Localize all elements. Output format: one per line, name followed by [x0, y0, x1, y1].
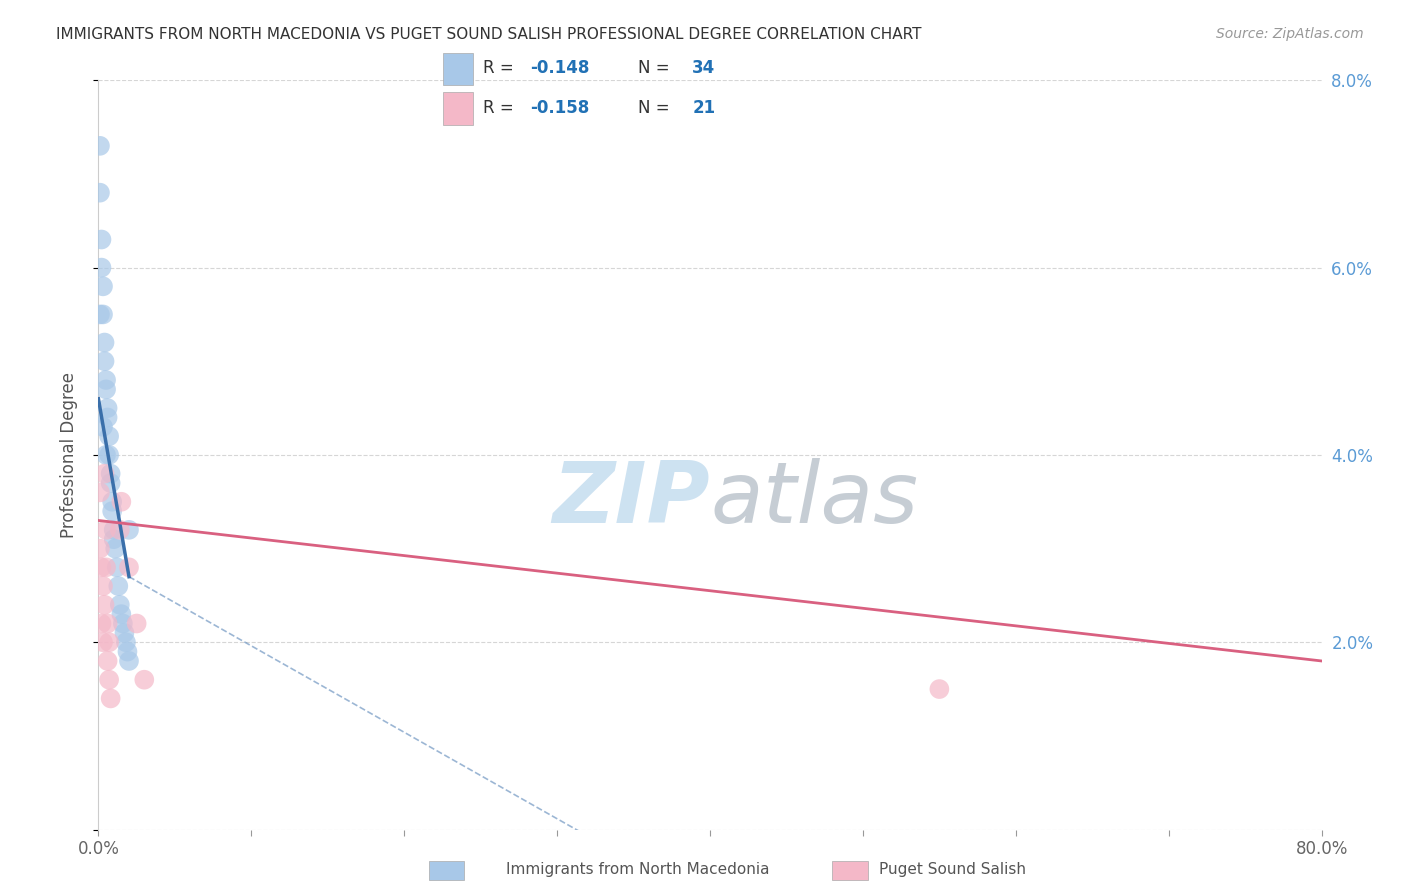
Point: [90, 616, 112, 631]
Point: [91, 279, 114, 293]
Text: R =: R =: [484, 60, 519, 78]
Text: Immigrants from North Macedonia: Immigrants from North Macedonia: [506, 863, 769, 877]
Point: [125, 616, 148, 631]
Point: [134, 673, 156, 687]
Text: -0.158: -0.158: [530, 99, 589, 117]
Point: [89, 138, 111, 153]
Point: [93, 354, 115, 368]
Point: [90, 232, 112, 246]
Text: -0.148: -0.148: [530, 60, 589, 78]
Point: [91, 307, 114, 321]
Text: Puget Sound Salish: Puget Sound Salish: [879, 863, 1026, 877]
Text: 21: 21: [692, 99, 716, 117]
Point: [89, 485, 111, 500]
Point: [110, 494, 132, 508]
Point: [98, 635, 121, 649]
Point: [93, 598, 115, 612]
Text: N =: N =: [638, 60, 675, 78]
Point: [91, 420, 114, 434]
Point: [97, 410, 120, 425]
Point: [89, 541, 111, 556]
Point: [91, 579, 114, 593]
Point: [112, 626, 135, 640]
Point: [103, 532, 125, 546]
Point: [100, 691, 122, 706]
Y-axis label: Professional Degree: Professional Degree: [59, 372, 77, 538]
Point: [93, 467, 115, 481]
Point: [107, 579, 129, 593]
Point: [98, 448, 121, 462]
Text: ZIP: ZIP: [553, 458, 710, 541]
Point: [94, 382, 117, 396]
Point: [98, 673, 121, 687]
Point: [101, 504, 124, 518]
Bar: [443, 93, 472, 125]
Text: N =: N =: [638, 99, 675, 117]
Point: [101, 494, 124, 508]
Point: [100, 476, 122, 491]
Point: [94, 560, 117, 574]
Text: Source: ZipAtlas.com: Source: ZipAtlas.com: [1216, 27, 1364, 41]
Bar: [443, 54, 472, 86]
Point: [103, 523, 125, 537]
Point: [118, 523, 141, 537]
Text: atlas: atlas: [710, 458, 918, 541]
Text: R =: R =: [484, 99, 519, 117]
Point: [108, 523, 131, 537]
Point: [118, 654, 141, 668]
Point: [90, 560, 112, 574]
Text: 34: 34: [692, 60, 716, 78]
Point: [91, 635, 114, 649]
Point: [97, 616, 120, 631]
Point: [928, 682, 950, 697]
Point: [94, 448, 117, 462]
Point: [108, 598, 131, 612]
Point: [115, 635, 138, 649]
Text: IMMIGRANTS FROM NORTH MACEDONIA VS PUGET SOUND SALISH PROFESSIONAL DEGREE CORREL: IMMIGRANTS FROM NORTH MACEDONIA VS PUGET…: [56, 27, 922, 42]
Point: [97, 654, 120, 668]
Point: [89, 186, 111, 200]
Point: [94, 373, 117, 387]
Point: [105, 560, 128, 574]
Point: [97, 401, 120, 416]
Point: [93, 335, 115, 350]
Point: [104, 541, 127, 556]
Point: [110, 607, 132, 621]
Point: [100, 467, 122, 481]
Point: [90, 260, 112, 275]
Point: [111, 616, 134, 631]
Point: [118, 560, 141, 574]
Point: [89, 307, 111, 321]
Point: [117, 644, 139, 658]
Point: [94, 523, 117, 537]
Point: [98, 429, 121, 443]
